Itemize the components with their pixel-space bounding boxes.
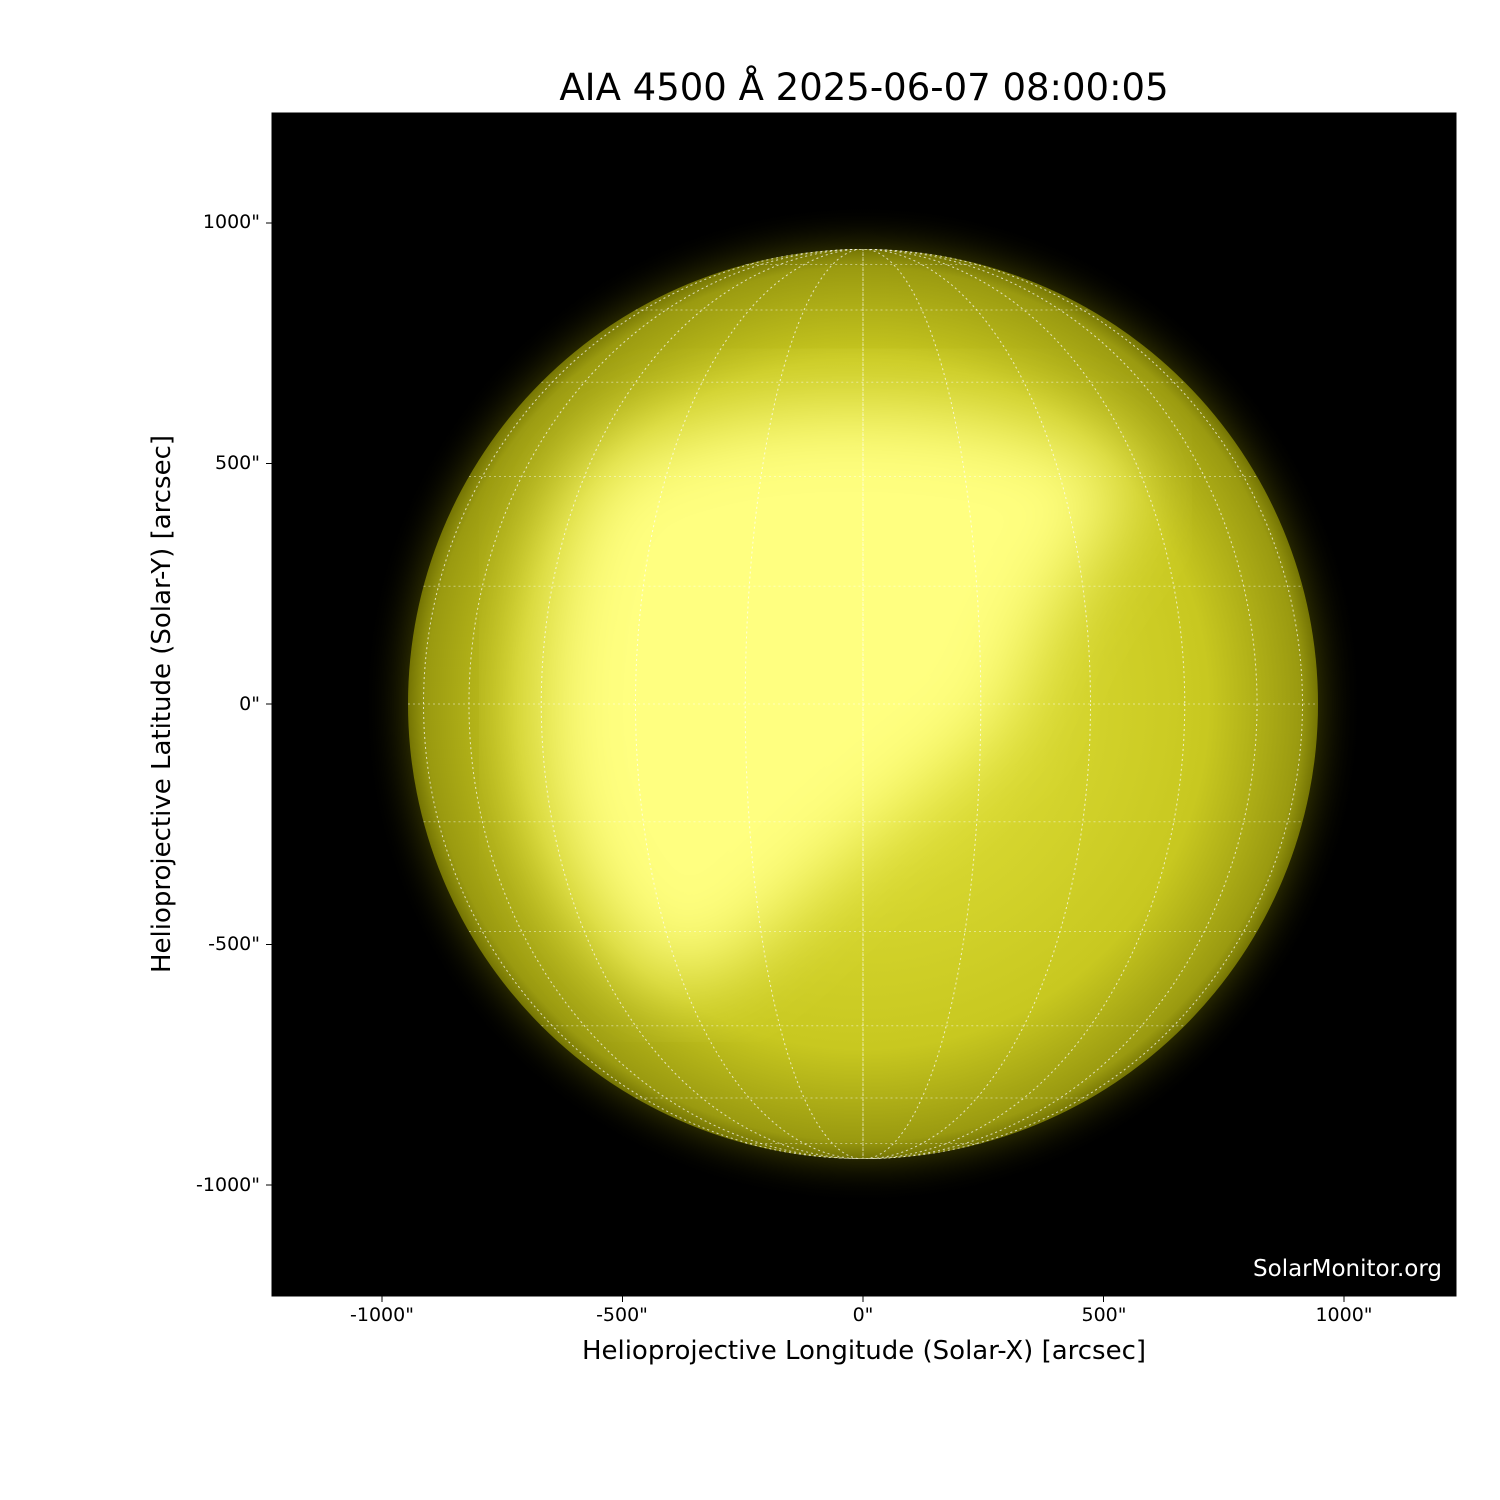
x-tick-label: 1000" [1315, 1304, 1373, 1326]
x-tick-label: 0" [852, 1304, 874, 1326]
y-axis-label: Helioprojective Latitude (Solar-Y) [arcs… [147, 434, 177, 974]
bright-region [538, 406, 1133, 985]
longitude-line [423, 249, 1303, 1159]
y-tick-label: 1000" [202, 211, 260, 233]
x-tick-label: 500" [1081, 1304, 1127, 1326]
coordinate-grid [408, 249, 1318, 1159]
longitude-line [423, 249, 1303, 1159]
longitude-line [468, 249, 1258, 1159]
longitude-line [635, 249, 1091, 1159]
x-tick-label: -500" [596, 1304, 648, 1326]
x-tick-label: -1000" [350, 1304, 414, 1326]
y-tick-label: -500" [208, 933, 260, 955]
longitude-line [744, 249, 982, 1159]
y-tick-label: 500" [214, 452, 260, 474]
longitude-line [635, 249, 1091, 1159]
longitude-line [468, 249, 1258, 1159]
longitude-line [540, 249, 1186, 1159]
y-tick-label: -1000" [196, 1174, 260, 1196]
plot-title: AIA 4500 Å 2025-06-07 08:00:05 [559, 66, 1169, 109]
longitude-line [540, 249, 1186, 1159]
longitude-line [744, 249, 982, 1159]
x-axis-label: Helioprojective Longitude (Solar-X) [arc… [581, 1336, 1147, 1366]
y-tick-label: 0" [239, 693, 260, 715]
credit-watermark: SolarMonitor.org [1253, 1256, 1442, 1282]
